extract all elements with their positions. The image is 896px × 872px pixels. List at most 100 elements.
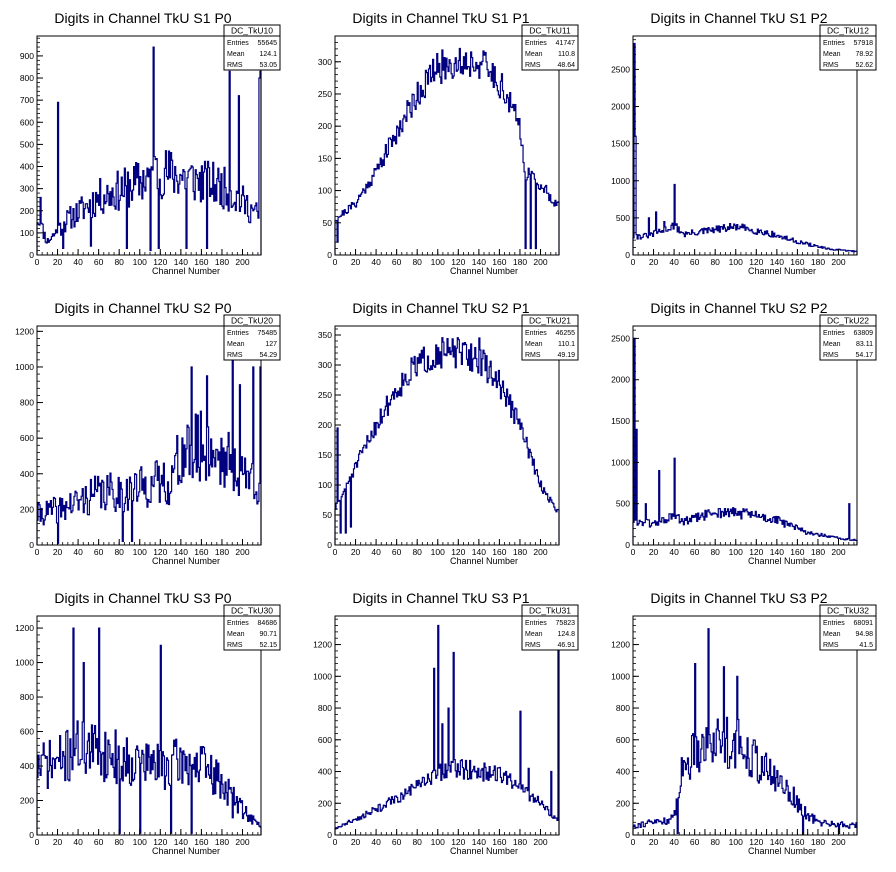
panel-title: Digits in Channel TkU S2 P1 [352, 300, 529, 316]
stats-value: 75485 [258, 330, 278, 337]
x-tick-label: 140 [472, 547, 486, 557]
x-tick-label: 140 [174, 257, 188, 267]
histogram-panel-p20: Digits in Channel TkU S3 P02004006008001… [15, 590, 281, 856]
x-tick-label: 60 [94, 837, 104, 847]
stats-label: RMS [823, 62, 839, 69]
y-tick-label: 1000 [611, 457, 630, 467]
y-tick-label: 200 [616, 798, 630, 808]
x-tick-label: 180 [811, 257, 825, 267]
x-tick-label: 180 [513, 547, 527, 557]
x-tick-label: 160 [194, 547, 208, 557]
stats-label: RMS [227, 642, 243, 649]
plot-frame [632, 35, 858, 256]
stats-label: Entries [823, 620, 845, 627]
x-tick-label: 180 [513, 837, 527, 847]
y-tick-label: 600 [20, 117, 34, 127]
x-tick-label: 120 [749, 837, 763, 847]
plot-frame [334, 325, 560, 546]
y-tick-label: 2000 [611, 102, 630, 112]
y-tick-label: 600 [318, 735, 332, 745]
y-tick-label: 600 [616, 735, 630, 745]
stats-name: DC_TkU21 [529, 316, 571, 326]
x-axis-label: Channel Number [748, 846, 816, 856]
x-tick-label: 180 [215, 547, 229, 557]
y-tick-label: 800 [616, 703, 630, 713]
x-tick-label: 120 [153, 547, 167, 557]
y-tick-label: 600 [20, 433, 34, 443]
x-tick-label: 100 [431, 837, 445, 847]
y-tick-label: 1000 [15, 362, 34, 372]
x-tick-label: 60 [690, 837, 700, 847]
y-tick-label: 500 [20, 139, 34, 149]
x-tick-label: 0 [333, 257, 338, 267]
x-tick-label: 100 [729, 837, 743, 847]
x-tick-label: 160 [790, 257, 804, 267]
x-tick-label: 0 [333, 837, 338, 847]
x-tick-label: 80 [412, 547, 422, 557]
y-tick-label: 1000 [611, 671, 630, 681]
stats-value: 75823 [556, 620, 576, 627]
x-tick-label: 40 [371, 547, 381, 557]
stats-label: Mean [823, 341, 841, 348]
x-tick-label: 140 [472, 257, 486, 267]
y-tick-label: 0 [327, 830, 332, 840]
y-tick-label: 0 [29, 250, 34, 260]
stats-box [521, 604, 579, 651]
histogram-panel-p02: Digits in Channel TkU S1 P25001000150020… [611, 10, 877, 276]
y-tick-label: 2500 [611, 64, 630, 74]
stats-label: Mean [823, 51, 841, 58]
stats-box [819, 604, 877, 651]
stats-label: RMS [227, 62, 243, 69]
stats-value: 41.5 [859, 642, 873, 649]
y-tick-label: 50 [323, 510, 333, 520]
x-tick-label: 40 [669, 547, 679, 557]
x-tick-label: 100 [729, 257, 743, 267]
y-tick-label: 150 [318, 153, 332, 163]
x-tick-label: 20 [351, 547, 361, 557]
y-tick-label: 200 [318, 420, 332, 430]
y-tick-label: 800 [20, 692, 34, 702]
x-tick-label: 120 [749, 547, 763, 557]
plot-frame [36, 35, 262, 256]
stats-label: Mean [227, 631, 245, 638]
x-tick-label: 100 [133, 547, 147, 557]
stats-label: Mean [525, 631, 543, 638]
y-tick-label: 200 [20, 206, 34, 216]
x-axis-label: Channel Number [152, 846, 220, 856]
x-axis-label: Channel Number [450, 556, 518, 566]
x-tick-label: 140 [174, 837, 188, 847]
x-tick-label: 60 [392, 547, 402, 557]
histogram-panel-p11: Digits in Channel TkU S2 P15010015020025… [318, 300, 579, 566]
x-tick-label: 100 [431, 257, 445, 267]
x-tick-label: 200 [533, 257, 547, 267]
x-tick-label: 80 [412, 257, 422, 267]
y-tick-label: 0 [327, 540, 332, 550]
stats-label: Mean [823, 631, 841, 638]
x-tick-label: 100 [729, 547, 743, 557]
x-tick-label: 40 [371, 837, 381, 847]
y-tick-label: 500 [616, 213, 630, 223]
y-tick-label: 250 [318, 89, 332, 99]
plot-frame [632, 325, 858, 546]
stats-label: Entries [525, 620, 547, 627]
x-tick-label: 180 [811, 547, 825, 557]
x-tick-label: 120 [451, 257, 465, 267]
y-tick-label: 1200 [15, 326, 34, 336]
x-tick-label: 120 [749, 257, 763, 267]
x-tick-label: 160 [492, 257, 506, 267]
histogram-line [632, 42, 858, 255]
y-tick-label: 1200 [313, 640, 332, 650]
stats-value: 55645 [258, 40, 278, 47]
x-tick-label: 20 [649, 257, 659, 267]
histogram-line [36, 46, 262, 255]
x-tick-label: 60 [392, 837, 402, 847]
stats-value: 78.92 [855, 51, 873, 58]
stats-value: 46255 [556, 330, 576, 337]
y-tick-label: 300 [20, 184, 34, 194]
x-tick-label: 40 [669, 257, 679, 267]
y-tick-label: 500 [616, 499, 630, 509]
x-tick-label: 0 [35, 257, 40, 267]
x-tick-label: 0 [631, 257, 636, 267]
y-tick-label: 1500 [611, 416, 630, 426]
